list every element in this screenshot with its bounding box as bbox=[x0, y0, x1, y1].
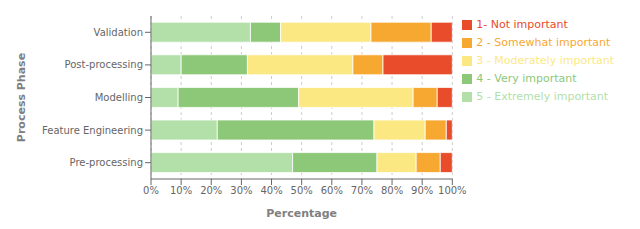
svg-text:Pre-processing: Pre-processing bbox=[70, 157, 143, 168]
html-text:2 - Somewhat important: 2 - Somewhat important bbox=[476, 36, 611, 49]
svg-text:10%: 10% bbox=[170, 185, 192, 196]
svg-text:100%: 100% bbox=[438, 185, 467, 196]
svg-text:20%: 20% bbox=[200, 185, 222, 196]
svg-text:40%: 40% bbox=[260, 185, 282, 196]
svg-text:Validation: Validation bbox=[94, 27, 143, 38]
svg-text:50%: 50% bbox=[291, 185, 313, 196]
svg-text:0%: 0% bbox=[143, 185, 159, 196]
svg-text:70%: 70% bbox=[351, 185, 373, 196]
html-text:5 - Extremely important: 5 - Extremely important bbox=[476, 90, 608, 103]
svg-text:Percentage: Percentage bbox=[266, 207, 337, 220]
svg-text:90%: 90% bbox=[411, 185, 433, 196]
svg-text:30%: 30% bbox=[230, 185, 252, 196]
svg-text:60%: 60% bbox=[321, 185, 343, 196]
html-text:4 - Very important: 4 - Very important bbox=[476, 72, 577, 85]
svg-text:Post-processing: Post-processing bbox=[65, 59, 143, 70]
html-text:3 - Moderately important: 3 - Moderately important bbox=[476, 54, 614, 67]
svg-text:Process Phase: Process Phase bbox=[15, 53, 28, 142]
svg-text:Feature Engineering: Feature Engineering bbox=[42, 125, 143, 136]
svg-text:Modelling: Modelling bbox=[95, 92, 143, 103]
svg-text:80%: 80% bbox=[381, 185, 403, 196]
html-text:1- Not important: 1- Not important bbox=[476, 18, 568, 31]
